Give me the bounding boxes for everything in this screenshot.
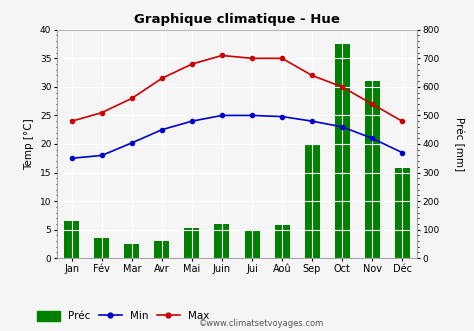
Title: Graphique climatique - Hue: Graphique climatique - Hue (134, 13, 340, 26)
Bar (394, 168, 410, 258)
Bar (155, 241, 169, 258)
Y-axis label: Temp [°C]: Temp [°C] (24, 118, 34, 170)
Bar (304, 144, 319, 258)
Legend: Préc, Min, Max: Préc, Min, Max (37, 311, 210, 321)
Bar (184, 228, 200, 258)
Bar (94, 238, 109, 258)
Bar (124, 244, 139, 258)
Y-axis label: Préc [mm]: Préc [mm] (454, 117, 464, 171)
Bar (274, 225, 290, 258)
Bar (64, 221, 80, 258)
Bar (335, 44, 349, 258)
Bar (245, 231, 259, 258)
Bar (365, 81, 380, 258)
Bar (214, 224, 229, 258)
Text: ©www.climatsetvoyages.com: ©www.climatsetvoyages.com (199, 319, 324, 328)
